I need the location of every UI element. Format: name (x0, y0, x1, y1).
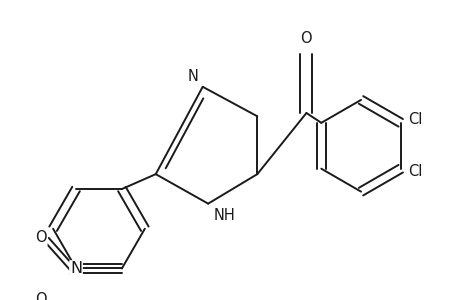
Text: N: N (70, 261, 82, 276)
Text: N: N (187, 68, 198, 83)
Text: Cl: Cl (408, 112, 422, 127)
Text: O: O (35, 292, 47, 300)
Text: Cl: Cl (408, 164, 422, 179)
Text: NH: NH (213, 208, 235, 223)
Text: O: O (300, 32, 312, 46)
Text: O: O (35, 230, 47, 245)
